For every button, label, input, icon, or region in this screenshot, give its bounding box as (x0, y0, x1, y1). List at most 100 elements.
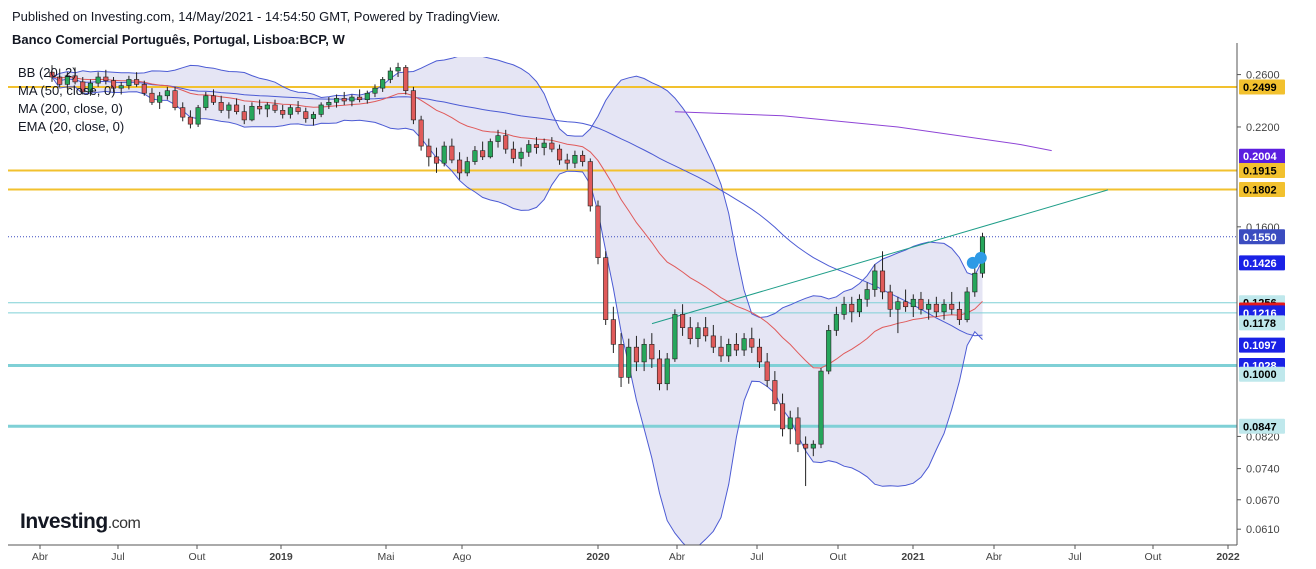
candle-body (441, 145, 447, 164)
y-tick-label: 0.2200 (1246, 122, 1280, 134)
candle-body (257, 105, 263, 110)
candle-body (641, 344, 647, 363)
candle-body (887, 291, 893, 310)
candle-body (549, 142, 555, 150)
candle-body (164, 90, 170, 97)
candle-body (241, 111, 247, 121)
y-tick-label: 0.0610 (1246, 524, 1280, 536)
x-tick-label: Abr (986, 551, 1003, 563)
y-tick-label: 0.0740 (1246, 464, 1280, 476)
x-tick-label: Mai (378, 551, 395, 563)
candle-body (610, 319, 616, 345)
candle-body (487, 141, 493, 158)
candle-body (787, 417, 793, 430)
candle-body (872, 270, 878, 290)
candle-body (833, 314, 839, 331)
candle-body (418, 119, 424, 147)
candle-body (918, 298, 924, 310)
candle-body (210, 95, 217, 103)
y-tick-label: 0.2600 (1246, 70, 1280, 82)
candle-body (510, 148, 516, 159)
candle-body (803, 443, 809, 449)
legend-item-bb[interactable]: BB (20, 2) (18, 65, 77, 80)
candle-body (287, 107, 293, 115)
candle-body (687, 327, 693, 339)
x-tick-label: Abr (32, 551, 49, 563)
candle-body (518, 151, 524, 159)
candle-body (964, 291, 970, 320)
candle-body (395, 67, 401, 72)
candlesticks (49, 62, 987, 487)
candle-body (426, 145, 432, 158)
price-label-text: 0.1178 (1243, 318, 1276, 330)
candle-body (110, 80, 117, 89)
investing-logo: Investing.com (20, 510, 141, 534)
candle-body (564, 159, 570, 164)
candle-body (218, 102, 224, 111)
candle-body (433, 156, 440, 164)
price-label-box (1239, 79, 1285, 95)
candle-body (134, 79, 140, 85)
candle-body (695, 327, 701, 339)
candle-body (64, 75, 70, 85)
candle-body (295, 107, 301, 112)
price-label-text: 0.0847 (1243, 421, 1277, 433)
indicator-lines (51, 57, 1109, 545)
legend-item-ema20[interactable]: EMA (20, close, 0) (18, 119, 125, 134)
candle-body (318, 104, 324, 115)
candle-body (956, 308, 962, 320)
price-label-text: 0.1915 (1243, 165, 1277, 177)
indicator-legend: BB (20, 2) MA (50, close, 0) MA (200, cl… (18, 64, 124, 136)
candle-body (879, 270, 886, 293)
candle-body (195, 107, 201, 125)
legend-item-ma200[interactable]: MA (200, close, 0) (18, 101, 123, 116)
candle-body (387, 70, 393, 80)
candle-body (910, 298, 916, 308)
candle-body (818, 370, 824, 445)
y-tick-label: 0.0820 (1246, 431, 1280, 443)
price-label-box (1239, 315, 1285, 331)
candle-body (603, 257, 609, 320)
candle-body (810, 443, 816, 449)
price-label-text: 0.1000 (1243, 369, 1277, 381)
y-tick-label: 0.0670 (1246, 495, 1280, 507)
logo-main: Investing (20, 510, 108, 533)
x-tick-label: Ago (453, 551, 472, 563)
candle-body (234, 104, 240, 112)
candle-body (472, 150, 478, 162)
x-tick-label: Out (1145, 551, 1162, 563)
candle-body (649, 344, 655, 360)
published-line: Published on Investing.com, 14/May/2021 … (12, 9, 501, 24)
candle-body (372, 87, 378, 94)
chart-title: Banco Comercial Português, Portugal, Lis… (12, 32, 345, 47)
candle-body (95, 76, 101, 84)
legend-item-ma50[interactable]: MA (50, close, 0) (18, 83, 116, 98)
candle-body (357, 96, 363, 100)
candle-body (180, 107, 186, 118)
candle-body (326, 102, 332, 106)
price-label-box (1239, 229, 1285, 245)
candle-body (595, 205, 601, 258)
candle-body (903, 301, 909, 308)
candle-body (556, 148, 563, 161)
candle-body (664, 358, 670, 385)
candle-body (672, 314, 678, 360)
ma50-line (51, 76, 983, 337)
candle-body (380, 79, 386, 89)
candle-body (349, 96, 355, 102)
candle-body (764, 361, 770, 381)
candle-body (541, 142, 547, 148)
candle-body (480, 150, 486, 158)
candle-body (703, 327, 709, 337)
candle-body (733, 344, 739, 351)
price-label-box (1239, 182, 1285, 198)
x-tick-label: 2021 (901, 551, 925, 563)
ma200-line (674, 111, 1052, 152)
candle-body (710, 335, 716, 348)
candle-body (341, 98, 347, 102)
x-tick-label: Abr (669, 551, 686, 563)
candle-body (772, 380, 778, 405)
candle-body (280, 110, 286, 115)
candle-body (533, 144, 540, 148)
price-label-text: 0.2004 (1243, 151, 1278, 163)
